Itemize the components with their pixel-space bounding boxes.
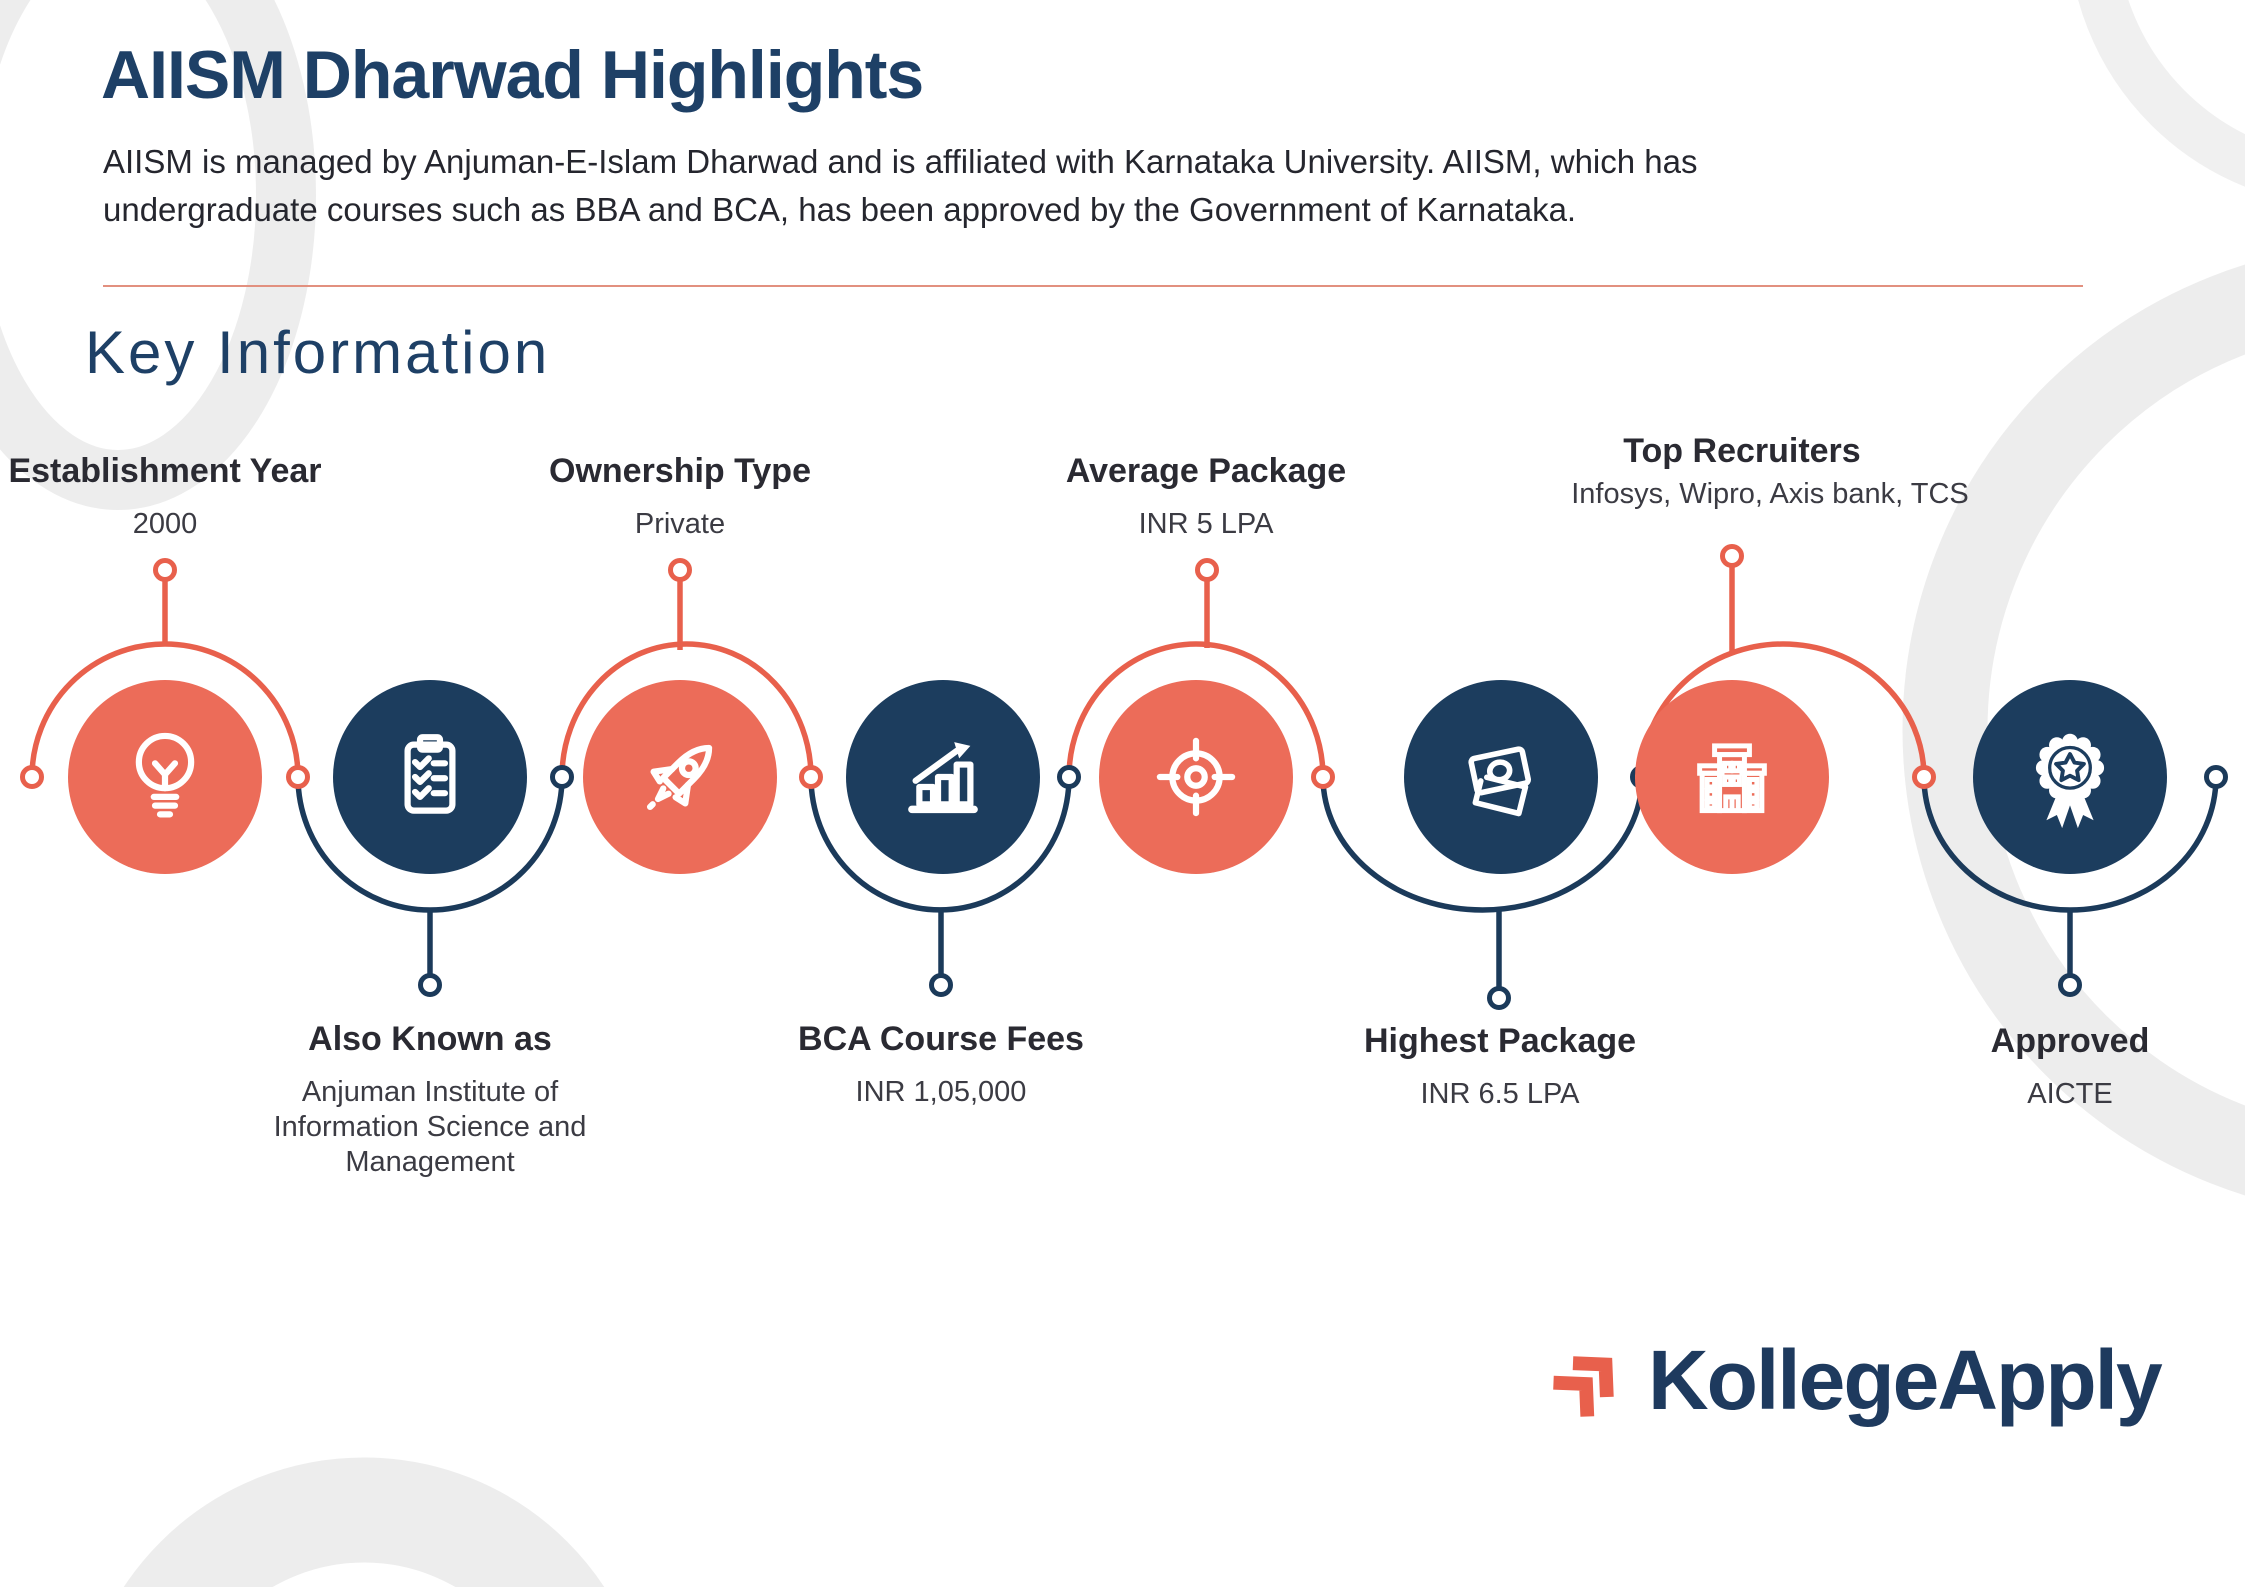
key-information-heading: Key Information (85, 319, 551, 386)
item-value-line: Information Science and (273, 1111, 587, 1143)
stem-dot-approved (2058, 973, 2082, 997)
node-also-known-as (333, 680, 527, 874)
item-value: Infosys, Wipro, Axis bank, TCS (1571, 478, 1969, 510)
junction-dot-4 (1057, 765, 1081, 789)
item-value: 2000 (132, 508, 198, 540)
junction-dot-1 (286, 765, 310, 789)
item-value: AICTE (2027, 1078, 2113, 1110)
junction-dot-8 (2204, 765, 2228, 789)
stem-dot-establishment (153, 558, 177, 582)
arc-highest-package (1320, 776, 1645, 913)
node-establishment-year (68, 680, 262, 874)
node-top-recruiters (1635, 680, 1829, 874)
junction-dot-5 (1311, 765, 1335, 789)
stem-dot-top-recruiters (1720, 544, 1744, 568)
money-icon (1468, 746, 1531, 817)
label-average-package: Average Package INR 5 LPA (946, 452, 1466, 542)
section-divider (103, 285, 2083, 287)
node-average-package (1099, 680, 1293, 874)
junction-dot-3 (799, 765, 823, 789)
checklist-icon (404, 734, 456, 814)
decor-ring-bottom-left (123, 1457, 605, 1587)
page-description: AIISM is managed by Anjuman-E-Islam Dhar… (103, 138, 1698, 234)
item-value-line: Anjuman Institute of (301, 1076, 559, 1108)
target-icon (1156, 737, 1236, 817)
arc-average-package (1066, 641, 1326, 778)
kollegeapply-logo-text: KollegeApply (1648, 1333, 2163, 1427)
page-title: AIISM Dharwad Highlights (101, 37, 924, 113)
item-value: INR 5 LPA (1138, 508, 1274, 540)
lightbulb-icon (135, 732, 195, 818)
item-title: Top Recruiters (1623, 432, 1861, 470)
stem-dot-ownership (668, 558, 692, 582)
junction-dot-7 (1912, 765, 1936, 789)
junction-dot-0 (20, 765, 44, 789)
item-title: Establishment Year (8, 452, 322, 490)
building-icon (1697, 743, 1767, 814)
node-ownership-type (583, 680, 777, 874)
label-also-known-as: Also Known as Anjuman Institute of Infor… (170, 1020, 690, 1180)
item-title: Average Package (1065, 452, 1347, 490)
item-value-line: Management (345, 1146, 515, 1178)
item-value: INR 6.5 LPA (1420, 1078, 1580, 1110)
arc-ownership (559, 641, 814, 778)
item-title: BCA Course Fees (798, 1020, 1084, 1058)
stem-dot-highest-package (1487, 986, 1511, 1010)
node-bca-course-fees (846, 680, 1040, 874)
label-top-recruiters: Top Recruiters Infosys, Wipro, Axis bank… (1482, 432, 2002, 512)
decor-ring-right (1902, 264, 2245, 1196)
node-highest-package (1404, 680, 1598, 874)
label-establishment-year: Establishment Year 2000 (0, 452, 425, 542)
label-bca-course-fees: BCA Course Fees INR 1,05,000 (681, 1020, 1201, 1110)
stem-dot-average-package (1195, 558, 1219, 582)
award-icon (2035, 733, 2105, 829)
node-approved (1973, 680, 2167, 874)
item-title: Approved (1990, 1022, 2150, 1060)
label-ownership-type: Ownership Type Private (420, 452, 940, 542)
item-title: Highest Package (1363, 1022, 1637, 1060)
item-value: INR 1,05,000 (855, 1076, 1027, 1108)
description-line-2: undergraduate courses such as BBA and BC… (103, 191, 1577, 228)
junction-dot-2 (550, 765, 574, 789)
label-highest-package: Highest Package INR 6.5 LPA (1240, 1022, 1760, 1112)
label-approved: Approved AICTE (1810, 1022, 2245, 1112)
rocket-icon (646, 744, 713, 811)
item-title: Ownership Type (549, 452, 811, 490)
item-title: Also Known as (308, 1020, 552, 1058)
decor-ring-top-left (0, 0, 316, 510)
stem-dot-course-fees (929, 973, 953, 997)
kollegeapply-logo-icon (1553, 1356, 1614, 1417)
description-line-1: AIISM is managed by Anjuman-E-Islam Dhar… (103, 143, 1698, 180)
kollegeapply-logo: KollegeApply (1540, 1333, 2163, 1430)
growth-chart-icon (908, 742, 978, 814)
item-value: Private (634, 508, 726, 540)
stem-dot-also-known-as (418, 973, 442, 997)
